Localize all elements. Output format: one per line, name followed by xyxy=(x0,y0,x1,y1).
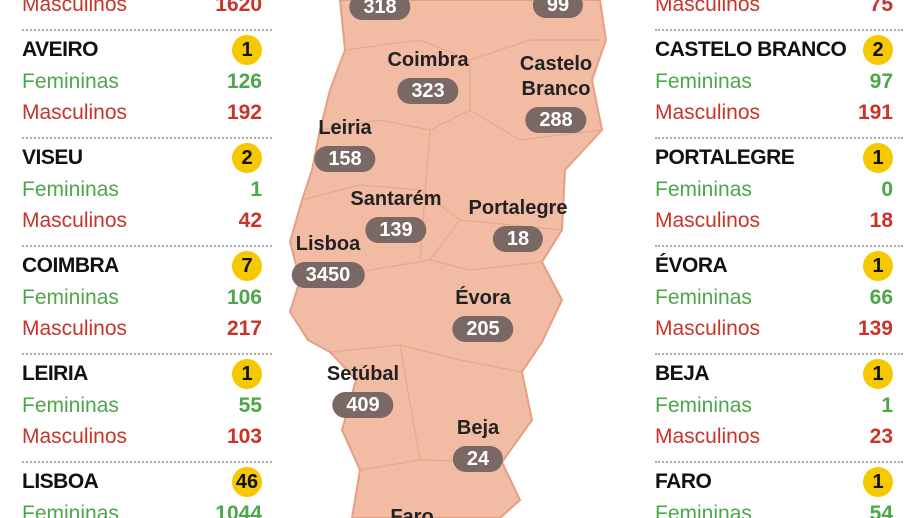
gender-value: 217 xyxy=(226,317,262,340)
map-value: 139 xyxy=(365,217,427,243)
map-label: Lisboa xyxy=(295,233,361,255)
gender-value: 75 xyxy=(869,0,893,16)
gender-value: 23 xyxy=(869,425,893,448)
gender-value: 106 xyxy=(226,286,262,309)
map-label: Beja xyxy=(456,417,500,439)
gender-value: 126 xyxy=(226,70,262,93)
gender-label: Masculinos xyxy=(22,425,128,448)
map-label: Santarém xyxy=(350,188,442,210)
gender-value: 55 xyxy=(238,394,262,417)
district-name: COIMBRA xyxy=(22,254,119,277)
gender-label: Masculinos xyxy=(655,0,761,16)
separator xyxy=(22,137,272,139)
map-value: 409 xyxy=(332,392,394,418)
map-value: 24 xyxy=(452,446,504,472)
map-label: Castelo Branco xyxy=(519,53,593,100)
map-label: Leiria xyxy=(318,117,372,139)
count-badge: 1 xyxy=(863,143,893,173)
map-value: 288 xyxy=(525,107,587,133)
district-name: FARO xyxy=(655,470,712,493)
gender-label: Masculinos xyxy=(655,317,761,340)
map-value: 3450 xyxy=(291,262,365,288)
gender-label: Masculinos xyxy=(22,101,128,124)
gender-value: 1620 xyxy=(215,0,262,16)
map-value: 99 xyxy=(532,0,584,18)
map-value: 318 xyxy=(349,0,411,20)
separator xyxy=(22,461,272,463)
map-label: Coimbra xyxy=(387,49,469,71)
separator xyxy=(655,29,903,31)
count-badge: 46 xyxy=(232,467,262,497)
gender-label: Masculinos xyxy=(655,101,761,124)
district-name: LEIRIA xyxy=(22,362,88,385)
district-name: VISEU xyxy=(22,146,83,169)
gender-value: 1 xyxy=(881,394,893,417)
count-badge: 1 xyxy=(232,35,262,65)
gender-value: 0 xyxy=(881,178,893,201)
gender-value: 97 xyxy=(869,70,893,93)
district-name: PORTALEGRE xyxy=(655,146,795,169)
district-name: CASTELO BRANCO xyxy=(655,38,847,61)
gender-label: Masculinos xyxy=(655,209,761,232)
gender-label: Femininas xyxy=(22,286,119,309)
gender-value: 42 xyxy=(238,209,262,232)
map-label: Évora xyxy=(455,287,511,309)
separator xyxy=(22,245,272,247)
gender-label: Femininas xyxy=(655,502,752,518)
gender-value: 103 xyxy=(226,425,262,448)
gender-label: Femininas xyxy=(22,70,119,93)
map-value: 323 xyxy=(397,78,459,104)
gender-value: 1044 xyxy=(215,502,262,518)
count-badge: 7 xyxy=(232,251,262,281)
map-value: 158 xyxy=(314,146,376,172)
gender-label: Masculinos xyxy=(22,0,128,16)
gender-label: Masculinos xyxy=(22,209,128,232)
count-badge: 1 xyxy=(863,251,893,281)
gender-label: Femininas xyxy=(655,286,752,309)
gender-value: 54 xyxy=(869,502,893,518)
count-badge: 1 xyxy=(863,359,893,389)
map-label: Setúbal xyxy=(326,363,400,385)
gender-value: 18 xyxy=(869,209,893,232)
map-label: Faro xyxy=(390,506,434,518)
gender-label: Femininas xyxy=(22,502,119,518)
gender-label: Femininas xyxy=(22,394,119,417)
gender-label: Masculinos xyxy=(22,317,128,340)
map-value: 18 xyxy=(492,226,544,252)
count-badge: 1 xyxy=(232,359,262,389)
gender-label: Femininas xyxy=(655,70,752,93)
district-name: ÉVORA xyxy=(655,254,728,277)
gender-value: 139 xyxy=(857,317,893,340)
gender-value: 66 xyxy=(869,286,893,309)
separator xyxy=(655,245,903,247)
gender-value: 1 xyxy=(250,178,262,201)
gender-value: 191 xyxy=(857,101,893,124)
district-name: AVEIRO xyxy=(22,38,98,61)
gender-label: Femininas xyxy=(655,178,752,201)
count-badge: 2 xyxy=(232,143,262,173)
map-value: 205 xyxy=(452,316,514,342)
gender-label: Masculinos xyxy=(655,425,761,448)
district-name: BEJA xyxy=(655,362,710,385)
count-badge: 1 xyxy=(863,467,893,497)
separator xyxy=(655,461,903,463)
count-badge: 2 xyxy=(863,35,893,65)
separator xyxy=(655,137,903,139)
gender-value: 192 xyxy=(226,101,262,124)
map-shape xyxy=(288,0,608,518)
map-label: Portalegre xyxy=(468,197,568,219)
separator xyxy=(655,353,903,355)
gender-label: Femininas xyxy=(22,178,119,201)
separator xyxy=(22,353,272,355)
district-name: LISBOA xyxy=(22,470,99,493)
separator xyxy=(22,29,272,31)
gender-label: Femininas xyxy=(655,394,752,417)
